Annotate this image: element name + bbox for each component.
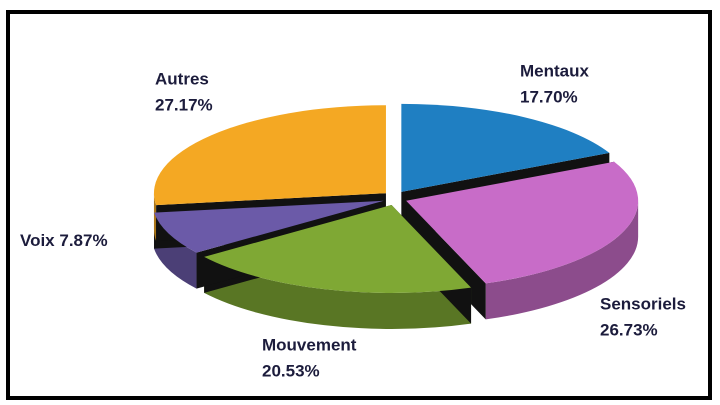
- value-label: 27.17%: [155, 95, 213, 114]
- category-label: Voix: [20, 231, 55, 250]
- category-label: Autres: [155, 69, 209, 88]
- value-label: 26.73%: [600, 320, 658, 339]
- slice: [204, 204, 472, 293]
- value-label: 7.87%: [59, 231, 107, 250]
- category-label: Mouvement: [262, 335, 357, 354]
- category-label: Sensoriels: [600, 294, 686, 313]
- slice: [153, 105, 386, 206]
- slice-side: [204, 256, 472, 329]
- tops: [153, 103, 639, 293]
- slice: [154, 200, 384, 253]
- slice-side: [485, 200, 639, 320]
- value-label: 20.53%: [262, 361, 320, 380]
- slice: [406, 161, 639, 284]
- labels: Mentaux 17.70% Sensoriels 26.73% Mouvement 20…: [20, 61, 686, 380]
- value-label: 17.70%: [520, 87, 578, 106]
- slice-side: [153, 193, 157, 242]
- category-label: Mentaux: [520, 61, 590, 80]
- slice: [401, 103, 610, 192]
- slice-label: Voix 7.87%: [20, 231, 108, 250]
